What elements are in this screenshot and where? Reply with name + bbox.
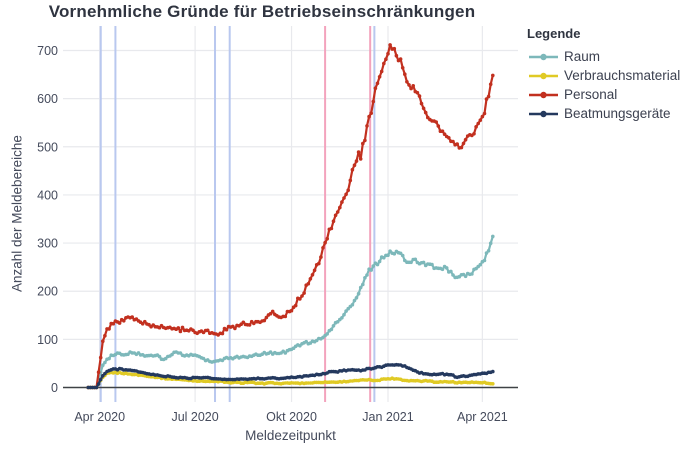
x-gridlines [99,26,483,402]
legend-symbol-personal-icon [529,91,558,98]
series-raum [86,234,495,390]
x-tick-labels: Apr 2020 Jul 2020 Okt 2020 Jan 2021 Apr 2021 [74,410,507,424]
series-beatmungsgeräte [86,362,495,390]
y-tick-labels: 0 100 200 300 400 500 600 700 [37,44,58,395]
x-tick-label: Jul 2020 [171,410,218,424]
y-tick-label: 300 [37,237,58,251]
x-tick-label: Okt 2020 [266,410,317,424]
legend-symbol-beatmungsgeräte-icon [529,110,558,117]
legend-label: Raum [564,49,601,64]
legend-title: Legende [527,26,581,41]
event-marker-lines [99,26,376,402]
y-tick-label: 400 [37,188,58,202]
x-axis-title: Meldezeitpunkt [245,428,336,443]
x-tick-label: Apr 2020 [74,410,125,424]
y-tick-label: 100 [37,333,58,347]
legend-item-personal[interactable]: Personal [527,85,697,104]
y-tick-label: 0 [51,381,58,395]
legend-item-beatmungsgeräte[interactable]: Beatmungsgeräte [527,104,697,123]
y-gridlines [63,49,518,340]
legend-symbol-verbrauchsmaterial-icon [529,72,558,79]
y-tick-label: 200 [37,285,58,299]
legend-item-raum[interactable]: Raum [527,47,697,66]
chart-title: Vornehmliche Gründe für Betriebseinschrä… [48,2,476,21]
y-tick-label: 700 [37,44,58,58]
legend-label: Verbrauchsmaterial [564,68,681,83]
legend-item-verbrauchsmaterial[interactable]: Verbrauchsmaterial [527,66,697,85]
y-tick-label: 500 [37,140,58,154]
series-line-personal [88,43,494,389]
legend: Legende Raum Verbrauchsmaterial Personal Be… [527,26,697,123]
legend-label: Beatmungsgeräte [564,106,671,121]
x-tick-label: Apr 2021 [457,410,508,424]
legend-symbol-raum-icon [529,53,558,60]
series-personal [86,43,495,390]
y-tick-label: 600 [37,92,58,106]
legend-label: Personal [564,87,618,102]
x-tick-label: Jan 2021 [362,410,413,424]
